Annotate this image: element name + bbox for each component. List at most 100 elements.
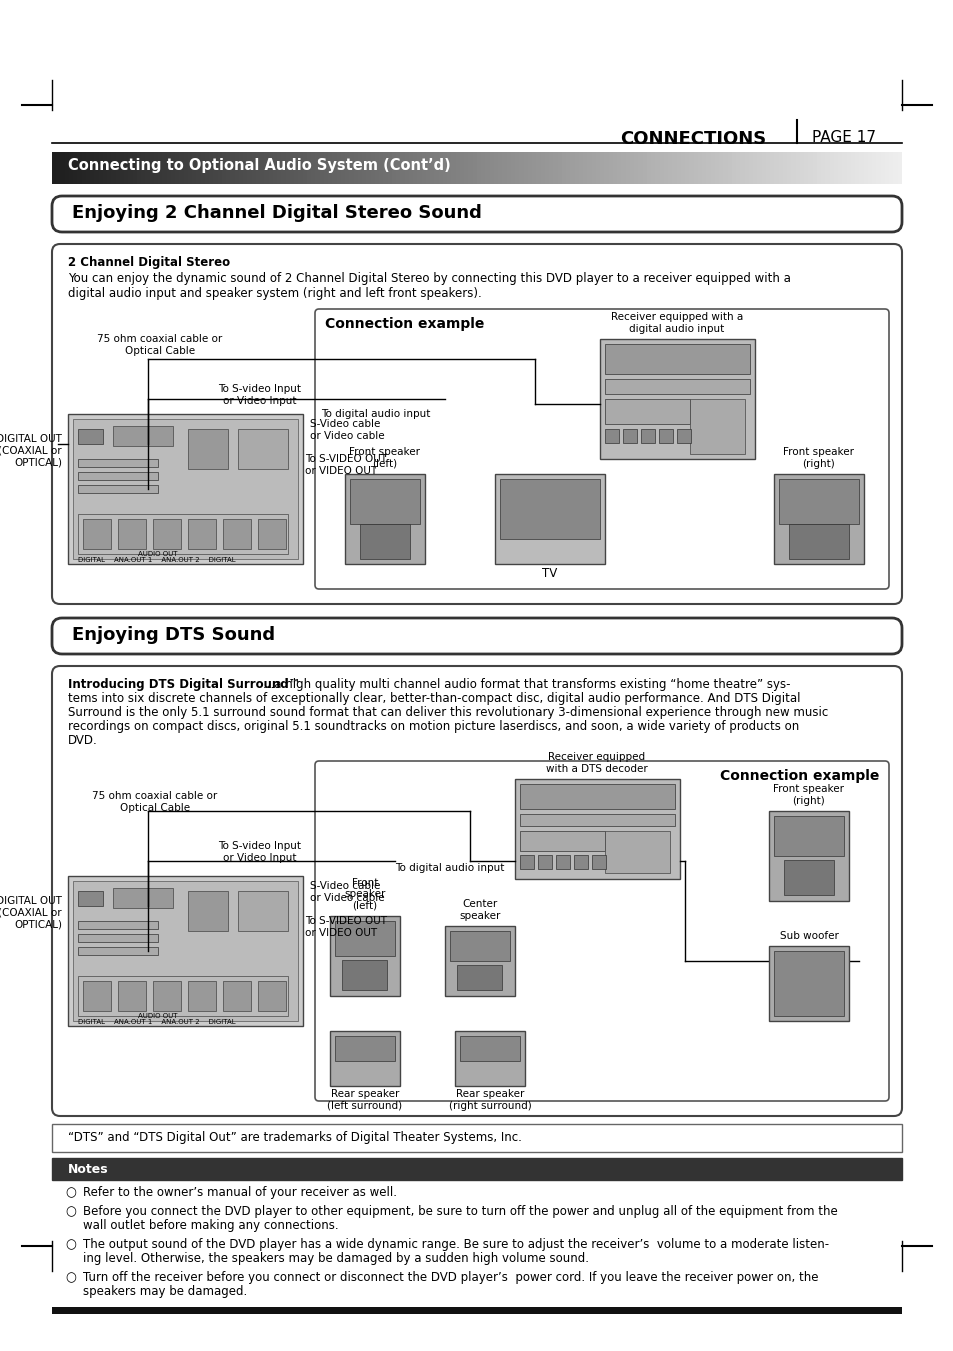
Bar — [473, 153, 477, 184]
Bar — [786, 153, 791, 184]
Bar — [417, 153, 422, 184]
Bar — [223, 519, 251, 549]
Bar — [495, 474, 604, 563]
Bar — [622, 430, 637, 443]
Bar — [60, 153, 65, 184]
Bar — [765, 153, 770, 184]
Bar — [549, 153, 554, 184]
Bar — [78, 430, 103, 444]
Bar — [850, 153, 855, 184]
Bar — [574, 153, 578, 184]
Bar — [311, 153, 315, 184]
Bar — [269, 153, 274, 184]
Bar — [298, 153, 303, 184]
Bar — [667, 153, 672, 184]
FancyBboxPatch shape — [52, 666, 901, 1116]
Bar — [354, 153, 358, 184]
Bar — [489, 153, 494, 184]
Bar — [748, 153, 753, 184]
Bar — [744, 153, 749, 184]
Bar — [78, 934, 158, 942]
Text: ○: ○ — [65, 1271, 76, 1283]
Bar — [821, 153, 825, 184]
Bar — [791, 153, 796, 184]
Bar — [689, 153, 694, 184]
Bar — [319, 153, 324, 184]
Bar — [519, 855, 534, 869]
Bar — [731, 153, 736, 184]
Bar — [307, 153, 312, 184]
Bar — [273, 153, 277, 184]
Bar — [213, 153, 218, 184]
Bar — [511, 153, 516, 184]
Bar — [257, 981, 286, 1011]
Bar — [260, 153, 265, 184]
Bar — [179, 153, 184, 184]
Text: ○: ○ — [65, 1186, 76, 1198]
Text: DIGITAL    ANA.OUT 1    ANA.OUT 2    DIGITAL: DIGITAL ANA.OUT 1 ANA.OUT 2 DIGITAL — [78, 1019, 235, 1025]
Bar — [237, 430, 288, 469]
Bar — [769, 153, 774, 184]
Bar — [257, 519, 286, 549]
Bar — [527, 153, 532, 184]
Bar — [659, 153, 664, 184]
Text: tems into six discrete channels of exceptionally clear, better-than-compact disc: tems into six discrete channels of excep… — [68, 692, 800, 705]
Bar — [252, 153, 256, 184]
Text: Introducing DTS Digital Surround™: Introducing DTS Digital Surround™ — [68, 678, 300, 690]
Text: To digital audio input: To digital audio input — [320, 409, 430, 419]
Bar — [722, 153, 727, 184]
Bar — [52, 1124, 901, 1152]
Bar — [193, 153, 196, 184]
Bar — [480, 153, 485, 184]
Bar — [456, 965, 501, 990]
Bar — [112, 888, 172, 908]
Bar — [112, 153, 116, 184]
FancyBboxPatch shape — [314, 309, 888, 589]
Bar — [768, 946, 848, 1021]
Text: CONNECTIONS: CONNECTIONS — [619, 130, 765, 149]
Bar — [217, 153, 222, 184]
Text: AUDIO OUT: AUDIO OUT — [138, 1013, 177, 1019]
Bar — [578, 153, 583, 184]
Bar — [188, 153, 193, 184]
Bar — [760, 153, 765, 184]
Bar — [663, 153, 668, 184]
Bar — [677, 430, 690, 443]
Bar — [409, 153, 414, 184]
Bar — [82, 153, 87, 184]
Bar — [328, 153, 333, 184]
Text: Enjoying 2 Channel Digital Stereo Sound: Enjoying 2 Channel Digital Stereo Sound — [71, 204, 481, 222]
Bar — [689, 399, 744, 454]
Bar — [880, 153, 884, 184]
Bar — [897, 153, 902, 184]
Bar — [544, 153, 549, 184]
Bar — [893, 153, 898, 184]
Bar — [536, 153, 540, 184]
Bar — [188, 519, 215, 549]
Bar — [404, 153, 409, 184]
Bar — [642, 153, 647, 184]
Bar — [693, 153, 698, 184]
Bar — [162, 153, 167, 184]
Bar — [94, 153, 99, 184]
Bar — [264, 153, 269, 184]
Bar — [532, 153, 537, 184]
Bar — [556, 855, 569, 869]
Bar — [68, 875, 303, 1025]
Bar — [604, 153, 609, 184]
Bar — [234, 153, 239, 184]
Bar — [188, 892, 228, 931]
Text: digital audio input and speaker system (right and left front speakers).: digital audio input and speaker system (… — [68, 286, 481, 300]
Bar — [519, 784, 675, 809]
Bar — [112, 426, 172, 446]
Bar — [330, 1031, 399, 1086]
Text: ○: ○ — [65, 1205, 76, 1219]
Bar — [340, 153, 345, 184]
Text: PAGE 17: PAGE 17 — [811, 130, 875, 145]
Text: Connection example: Connection example — [719, 769, 878, 784]
Bar — [223, 981, 251, 1011]
Text: AUDIO OUT: AUDIO OUT — [138, 551, 177, 557]
Bar — [876, 153, 881, 184]
Bar — [459, 1036, 519, 1061]
Bar — [788, 524, 848, 559]
